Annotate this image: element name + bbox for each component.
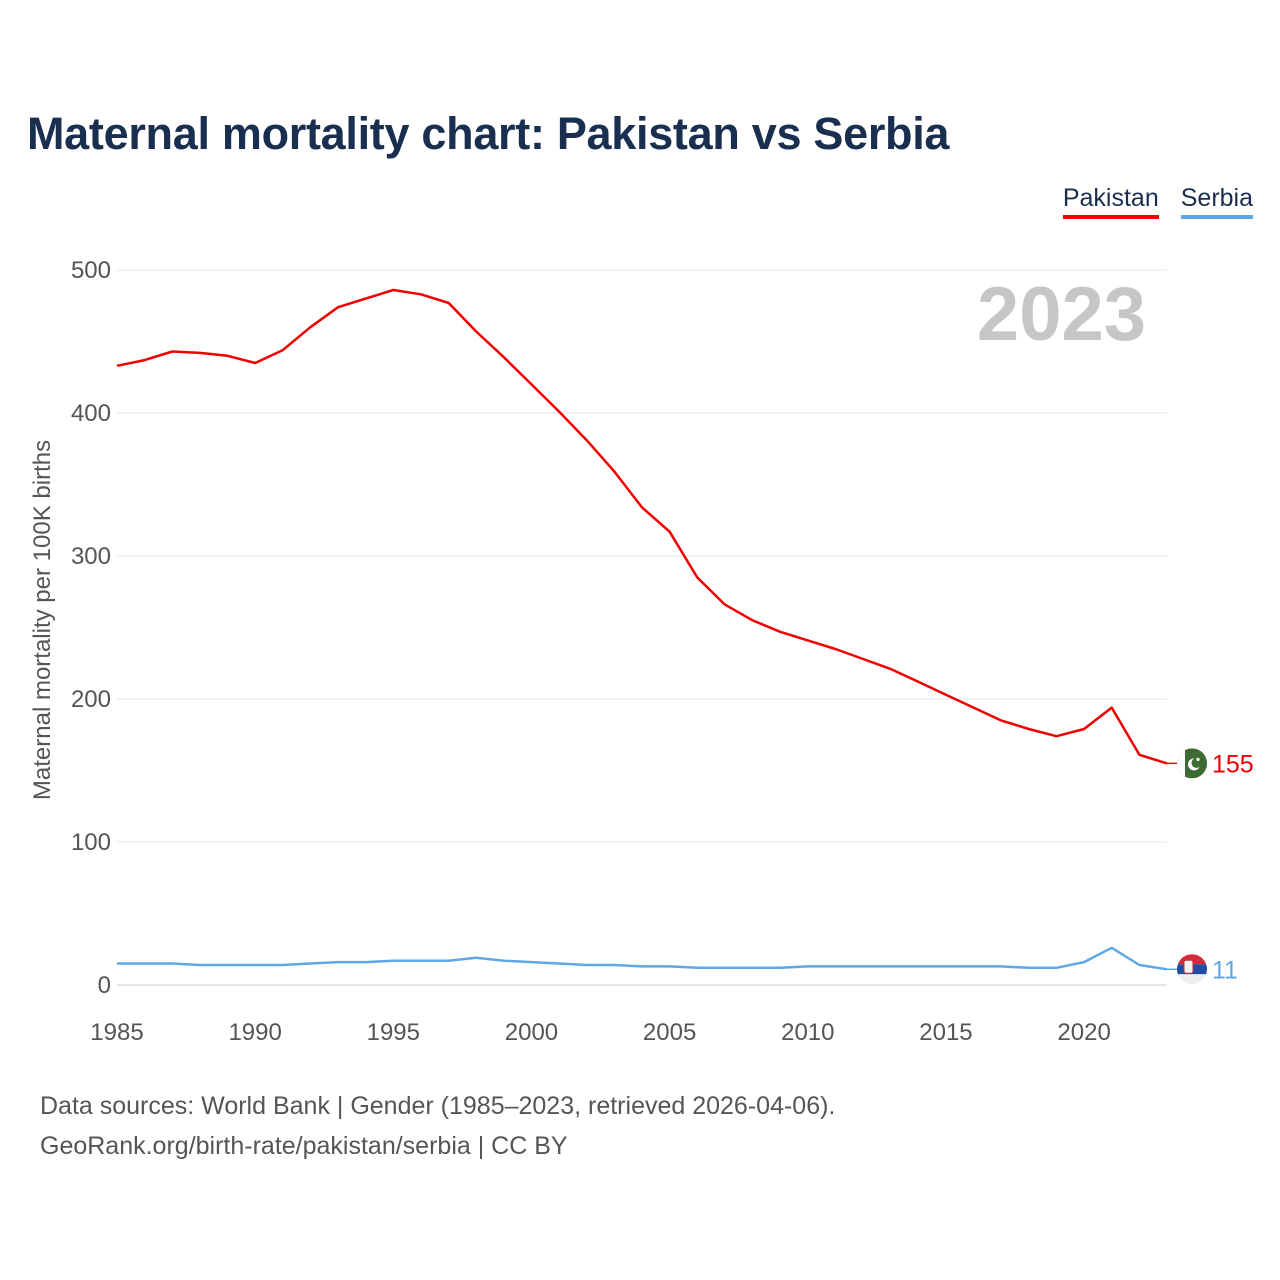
rs-flag-icon bbox=[1177, 954, 1207, 985]
x-tick-label: 2020 bbox=[1057, 1019, 1110, 1046]
y-tick-label: 200 bbox=[71, 686, 111, 713]
series-end-markers: 155 11 bbox=[1167, 748, 1254, 985]
x-tick-label: 2015 bbox=[919, 1019, 972, 1046]
end-value-label-serbia: 11 bbox=[1212, 956, 1238, 984]
gridlines bbox=[117, 269, 1167, 986]
source-line-1: Data sources: World Bank | Gender (1985–… bbox=[40, 1092, 836, 1120]
series-lines bbox=[116, 288, 1168, 971]
y-tick-labels: 0 100 200 300 400 500 bbox=[71, 257, 111, 999]
legend-item-pakistan[interactable]: Pakistan bbox=[1062, 184, 1159, 219]
x-tick-label: 2000 bbox=[505, 1019, 558, 1046]
x-tick-label: 1990 bbox=[228, 1019, 281, 1046]
y-tick-label: 0 bbox=[98, 972, 111, 999]
x-tick-label: 1985 bbox=[90, 1019, 143, 1046]
y-tick-label: 100 bbox=[71, 829, 111, 856]
x-tick-label: 2010 bbox=[781, 1019, 834, 1046]
pk-flag-icon bbox=[1177, 748, 1207, 779]
y-tick-label: 400 bbox=[71, 400, 111, 427]
y-tick-label: 500 bbox=[71, 257, 111, 284]
x-tick-label: 1995 bbox=[367, 1019, 420, 1046]
x-tick-labels: 1985 1990 1995 2000 2005 2010 2015 2020 bbox=[90, 1019, 1110, 1046]
legend: Pakistan Serbia bbox=[1062, 184, 1253, 219]
current-year-label: 2023 bbox=[977, 272, 1146, 357]
source-note: Data sources: World Bank | Gender (1985–… bbox=[40, 1086, 835, 1166]
series-line-pakistan[interactable] bbox=[116, 288, 1168, 765]
chart-title: Maternal mortality chart: Pakistan vs Se… bbox=[27, 108, 950, 159]
y-tick-label: 300 bbox=[71, 543, 111, 570]
end-value-label-pakistan: 155 bbox=[1212, 750, 1254, 778]
legend-item-serbia[interactable]: Serbia bbox=[1180, 184, 1253, 219]
x-tick-label: 2005 bbox=[643, 1019, 696, 1046]
series-line-serbia[interactable] bbox=[117, 946, 1168, 971]
source-line-2[interactable]: GeoRank.org/birth-rate/pakistan/serbia |… bbox=[40, 1132, 568, 1160]
